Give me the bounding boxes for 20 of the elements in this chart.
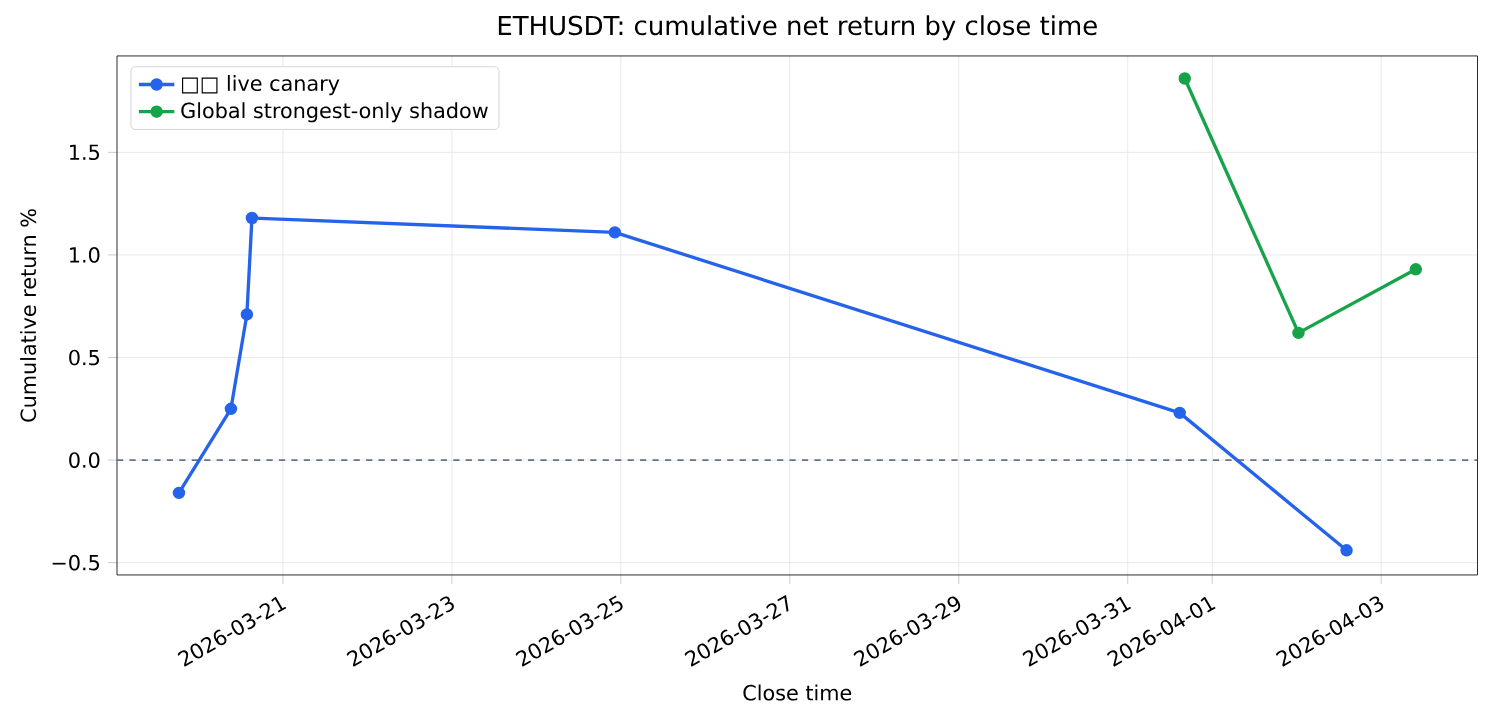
y-tick-label: 1.5 [70,144,99,161]
point [1409,263,1423,276]
point [224,402,238,416]
point [1292,326,1305,340]
y-tick-label: 0.0 [69,452,100,468]
y-axis-title: Cumulative return % [20,209,37,422]
legend-label: Global strongest-only shadow [181,102,488,123]
y-tick-label: 1.0 [70,247,100,263]
point [1340,544,1353,557]
x-axis-title: Close time [743,684,852,701]
point [240,308,254,321]
legend-label: □□ live canary [182,75,340,96]
chart-title: ETHUSDT: cumulative net return by close time [498,15,1097,41]
point [172,486,186,500]
point [1178,72,1191,85]
point [608,226,622,239]
y-tick-label: −0.5 [52,554,99,571]
point [245,211,259,225]
y-tick-label: 0.5 [69,349,99,366]
point [1173,406,1186,420]
